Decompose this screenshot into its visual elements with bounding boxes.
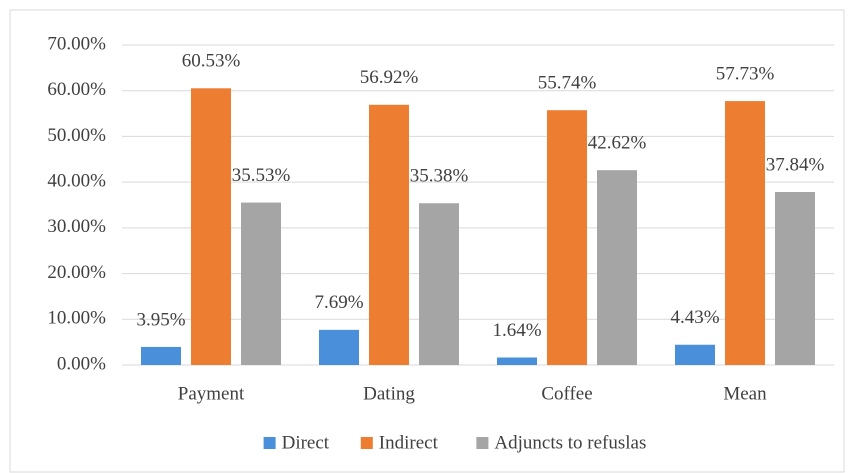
y-tick-label: 30.00%: [47, 216, 106, 237]
y-tick-label: 40.00%: [47, 171, 106, 192]
bar: [141, 346, 181, 365]
y-tick-label: 50.00%: [47, 125, 106, 146]
bar: [597, 170, 637, 365]
bar: [547, 110, 587, 365]
bar: [675, 344, 715, 365]
data-label: 60.53%: [182, 51, 241, 72]
data-label: 4.43%: [670, 307, 719, 328]
data-label: 1.64%: [492, 320, 541, 341]
data-label: 55.74%: [538, 73, 597, 94]
bar: [725, 101, 765, 365]
data-label: 42.62%: [588, 133, 647, 154]
bar: [369, 104, 409, 366]
bar: [319, 329, 359, 365]
x-tick-label: Dating: [363, 383, 415, 404]
data-label: 37.84%: [766, 154, 825, 175]
y-tick-label: 70.00%: [47, 33, 106, 54]
y-tick-label: 20.00%: [47, 262, 106, 283]
y-tick-label: 60.00%: [47, 79, 106, 100]
data-label: 3.95%: [136, 309, 185, 330]
bar: [241, 202, 281, 365]
legend-swatch: [360, 437, 373, 449]
legend-swatch: [263, 437, 276, 449]
legend-label: Adjuncts to refuslas: [494, 432, 646, 453]
data-label: 35.38%: [410, 166, 469, 187]
legend-label: Direct: [282, 432, 330, 453]
x-tick-label: Coffee: [541, 383, 592, 404]
bar: [775, 192, 815, 365]
legend-swatch: [476, 437, 489, 449]
data-label: 57.73%: [716, 63, 775, 84]
x-tick-label: Payment: [178, 383, 245, 404]
bar: [419, 203, 459, 365]
y-tick-label: 0.00%: [57, 353, 106, 374]
data-label: 56.92%: [360, 67, 419, 88]
x-tick-label: Mean: [723, 383, 767, 404]
bar: [497, 357, 537, 365]
data-label: 35.53%: [232, 165, 291, 186]
y-tick-label: 10.00%: [47, 308, 106, 329]
data-label: 7.69%: [314, 292, 363, 313]
bar: [191, 88, 231, 365]
legend-label: Indirect: [379, 432, 439, 453]
